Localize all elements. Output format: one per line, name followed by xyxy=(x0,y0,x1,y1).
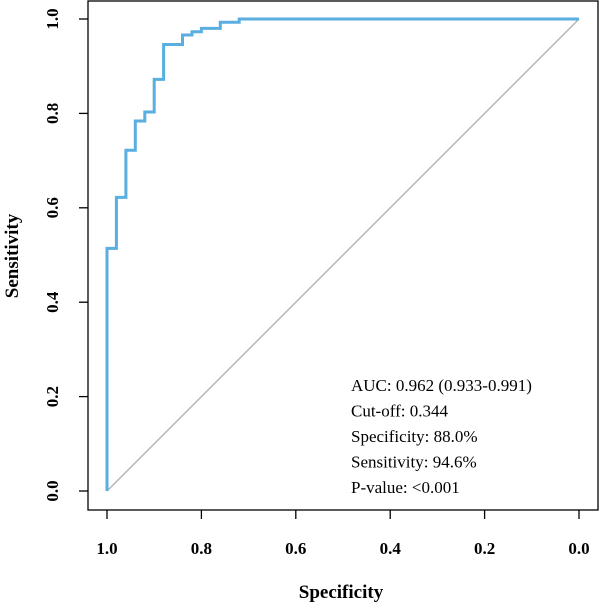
annotation-line: Specificity: 88.0% xyxy=(351,427,478,446)
y-tick-label: 0.0 xyxy=(43,480,62,501)
annotation-line: AUC: 0.962 (0.933-0.991) xyxy=(351,376,532,395)
statistics-annotation: AUC: 0.962 (0.933-0.991) Cut-off: 0.344 Sp… xyxy=(351,376,532,497)
y-tick-label: 1.0 xyxy=(43,8,62,29)
annotation-line: Sensitivity: 94.6% xyxy=(351,453,477,472)
y-tick-label: 0.6 xyxy=(43,197,62,218)
x-tick-label: 0.2 xyxy=(474,539,495,558)
x-tick-label: 0.8 xyxy=(191,539,212,558)
annotation-line: Cut-off: 0.344 xyxy=(351,402,448,421)
y-axis-title: Sensitivity xyxy=(2,213,23,298)
x-tick-label: 0.4 xyxy=(380,539,402,558)
y-tick-label: 0.8 xyxy=(43,103,62,124)
x-axis-title: Specificity xyxy=(299,582,384,603)
x-tick-label: 1.0 xyxy=(96,539,117,558)
y-tick-label: 0.2 xyxy=(43,386,62,407)
roc-curve xyxy=(105,17,579,491)
annotation-line: P-value: <0.001 xyxy=(351,478,460,497)
x-tick-label: 0.6 xyxy=(285,539,306,558)
reference-diagonal xyxy=(106,18,580,492)
plot-frame xyxy=(87,0,599,511)
x-tick-label: 0.0 xyxy=(568,539,589,558)
y-tick-label: 0.4 xyxy=(43,291,62,313)
